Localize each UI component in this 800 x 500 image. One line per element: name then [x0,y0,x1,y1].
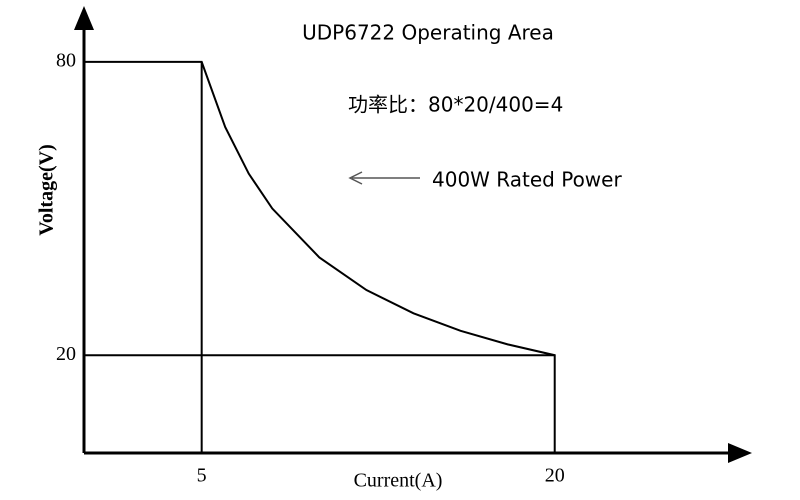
y-tick-label: 20 [56,343,76,365]
y-tick-label: 80 [56,49,76,71]
annotation: 400W Rated Power [432,168,622,192]
annotation: 功率比：80*20/400=4 [348,93,563,117]
x-axis-label: Current(A) [354,470,443,492]
x-tick-label: 5 [197,465,207,487]
y-axis-label: Voltage(V) [36,144,58,235]
y-axis-arrow [74,6,94,30]
annotation-arrowhead [348,171,363,185]
x-tick-label: 20 [545,465,565,487]
chart-title: UDP6722 Operating Area [302,21,554,45]
x-axis-arrow [728,443,752,463]
line [84,60,556,453]
